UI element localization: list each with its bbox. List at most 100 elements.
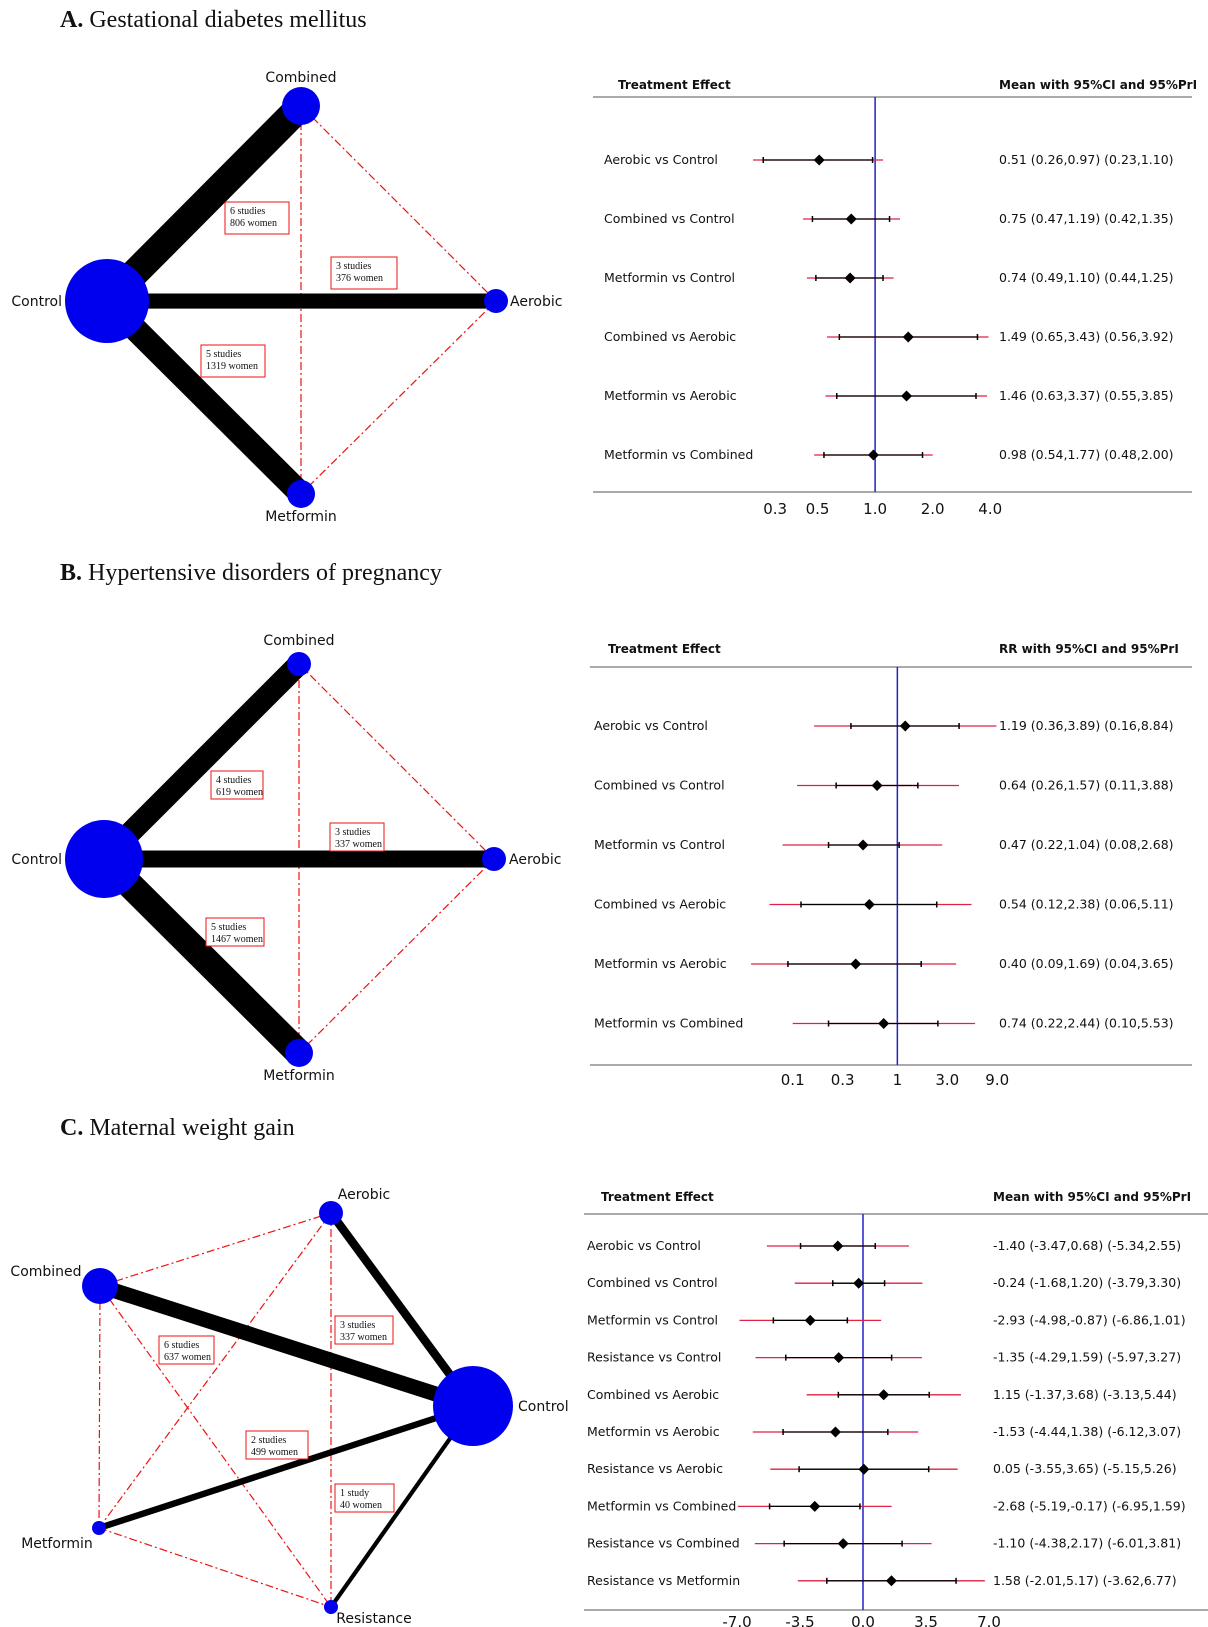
panel-letter: C. (60, 1115, 89, 1141)
forest-plot-b: Treatment Effect RR with 95%CI and 95%PrI… (590, 642, 1192, 1089)
point-estimate (871, 780, 883, 791)
node-label: Aerobic (338, 1187, 390, 1203)
node-label: Aerobic (510, 294, 562, 310)
effect-estimate-text: -1.10 (-4.38,2.17) (-6.01,3.81) (993, 1536, 1181, 1551)
forest-header-left: Treatment Effect (608, 642, 721, 656)
x-tick-label: 0.5 (806, 500, 830, 518)
study-count-label: 5 studies (206, 349, 241, 360)
comparison-label: Combined vs Aerobic (604, 329, 736, 344)
study-count-box (330, 256, 398, 290)
direct-comparison-edge (94, 849, 309, 1063)
node-label: Combined (265, 70, 336, 86)
x-tick-label: 4.0 (978, 500, 1002, 518)
comparison-label: Combined vs Aerobic (594, 897, 726, 912)
x-tick-label: 7.0 (977, 1613, 1001, 1627)
x-tick-label: 3.5 (914, 1613, 938, 1627)
women-count-label: 1467 women (211, 934, 263, 945)
x-tick-label: 1.0 (863, 500, 887, 518)
network-plot-c: C. Maternal weight gain Aerobic Combined Co… (10, 1115, 568, 1627)
node-label: Metformin (265, 509, 337, 525)
x-tick-label: 0.3 (763, 500, 787, 518)
treatment-node (285, 1039, 313, 1067)
point-estimate (901, 390, 913, 402)
forest-header-left: Treatment Effect (601, 1190, 714, 1204)
panel-letter: B. (60, 560, 88, 586)
point-estimate (863, 899, 875, 910)
forest-header-right: RR with 95%CI and 95%PrI (999, 642, 1179, 656)
comparison-label: Metformin vs Control (594, 837, 725, 852)
study-count-box (224, 201, 290, 235)
x-tick-label: 0.3 (831, 1071, 855, 1089)
indirect-comparison-line (99, 1212, 332, 1287)
panel-title-text: Gestational diabetes mellitus (89, 7, 366, 33)
study-count-box (205, 917, 265, 947)
x-tick-label: -7.0 (722, 1613, 751, 1627)
study-count-label: 2 studies (251, 1435, 286, 1446)
point-estimate (878, 1018, 890, 1029)
comparison-label: Aerobic vs Control (594, 718, 708, 733)
effect-estimate-text: -2.68 (-5.19,-0.17) (-6.95,1.59) (993, 1498, 1186, 1513)
point-estimate (857, 839, 869, 851)
node-label: Combined (10, 1264, 81, 1280)
treatment-node (65, 820, 143, 898)
indirect-comparison-line (298, 663, 495, 860)
indirect-comparison-line (98, 1285, 101, 1529)
study-count-label: 4 studies (216, 775, 251, 786)
effect-estimate-text: 0.74 (0.49,1.10) (0.44,1.25) (999, 270, 1174, 285)
forest-header-right: Mean with 95%CI and 95%PrI (999, 78, 1197, 92)
treatment-node (287, 480, 315, 508)
indirect-comparison-line (300, 105, 497, 302)
forest-header-right: Mean with 95%CI and 95%PrI (993, 1190, 1191, 1204)
network-plot-b: B. Hypertensive disorders of pregnancy Co… (11, 560, 561, 1084)
comparison-label: Aerobic vs Control (604, 152, 718, 167)
comparison-label: Resistance vs Control (587, 1350, 721, 1365)
effect-estimate-text: 0.47 (0.22,1.04) (0.08,2.68) (999, 837, 1174, 852)
effect-estimate-text: 0.05 (-3.55,3.65) (-5.15,5.26) (993, 1461, 1177, 1476)
comparison-label: Combined vs Control (587, 1275, 718, 1290)
indirect-comparison-line (98, 1527, 332, 1608)
indirect-comparison-line (298, 858, 495, 1054)
x-tick-label: 3.0 (935, 1071, 959, 1089)
study-count-label: 3 studies (340, 1320, 375, 1331)
panel-title-text: Hypertensive disorders of pregnancy (88, 560, 442, 586)
point-estimate (858, 1463, 870, 1475)
treatment-node (282, 87, 320, 125)
study-count-box (200, 344, 266, 378)
comparison-label: Metformin vs Aerobic (604, 388, 737, 403)
node-label: Metformin (263, 1068, 335, 1084)
women-count-label: 337 women (340, 1332, 387, 1343)
point-estimate (837, 1538, 849, 1550)
study-count-box (158, 1335, 215, 1365)
women-count-label: 337 women (335, 839, 382, 850)
forest-plot-a: Treatment Effect Mean with 95%CI and 95%P… (593, 78, 1197, 518)
point-estimate (853, 1277, 865, 1289)
effect-estimate-text: 0.74 (0.22,2.44) (0.10,5.53) (999, 1016, 1174, 1031)
women-count-label: 1319 women (206, 361, 258, 372)
node-label: Control (518, 1399, 569, 1415)
x-tick-label: 1 (893, 1071, 903, 1089)
effect-estimate-text: 1.46 (0.63,3.37) (0.55,3.85) (999, 388, 1174, 403)
comparison-label: Metformin vs Combined (604, 447, 753, 462)
treatment-node (319, 1201, 343, 1225)
study-count-label: 1 study (340, 1488, 369, 1499)
treatment-node (287, 652, 311, 676)
panel-title-text: Maternal weight gain (89, 1115, 294, 1141)
effect-estimate-text: -0.24 (-1.68,1.20) (-3.79,3.30) (993, 1275, 1181, 1290)
point-estimate (844, 272, 856, 284)
comparison-label: Metformin vs Combined (587, 1498, 736, 1513)
panel-title: C. Maternal weight gain (60, 1115, 295, 1141)
treatment-node (324, 1600, 338, 1614)
x-tick-label: 2.0 (921, 500, 945, 518)
node-label: Control (11, 294, 62, 310)
comparison-label: Aerobic vs Control (587, 1238, 701, 1253)
treatment-node (482, 847, 506, 871)
node-label: Resistance (336, 1611, 411, 1627)
women-count-label: 499 women (251, 1447, 298, 1458)
point-estimate (899, 720, 911, 732)
study-count-label: 3 studies (335, 827, 370, 838)
direct-comparison-edge (98, 1402, 474, 1532)
treatment-node (433, 1366, 513, 1446)
direct-comparison-edge (329, 1404, 475, 1609)
direct-comparison-edge (98, 292, 310, 503)
node-label: Aerobic (509, 852, 561, 868)
